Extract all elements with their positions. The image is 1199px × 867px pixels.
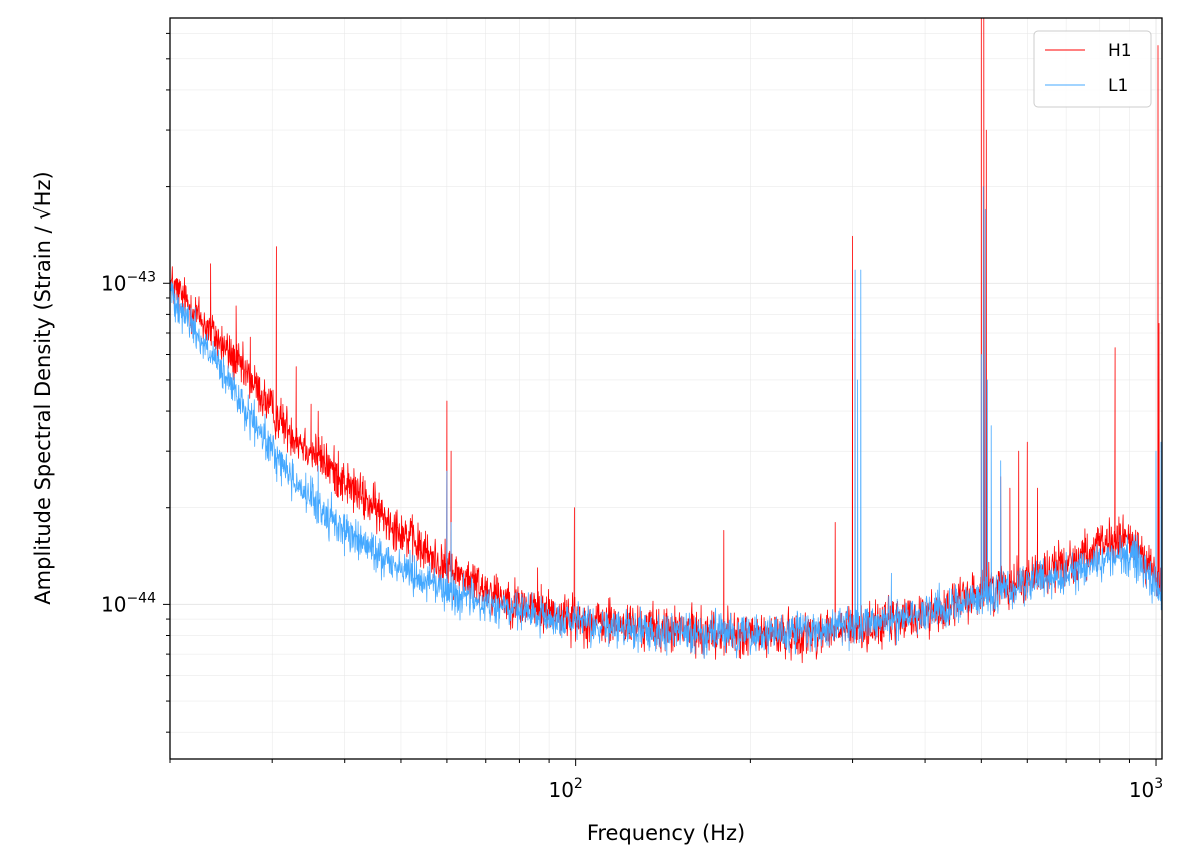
legend-label-l1: L1 — [1108, 76, 1128, 96]
legend: H1 L1 — [1033, 30, 1152, 108]
x-tick-label: 103 — [1129, 776, 1163, 802]
series-line-l1 — [170, 186, 1162, 659]
y-tick-label: 10−43 — [101, 269, 156, 295]
plot-frame — [169, 17, 1163, 760]
legend-label-h1: H1 — [1108, 41, 1132, 61]
x-tick-label: 102 — [548, 776, 582, 802]
x-axis-label: Frequency (Hz) — [587, 821, 745, 845]
plot-area — [170, 18, 1162, 759]
y-axis-label: Amplitude Spectral Density (Strain / √Hz… — [31, 171, 55, 604]
axis-ticks: 102 103 10−44 10−43 — [101, 32, 1163, 802]
legend-box — [1033, 30, 1152, 108]
series-layer — [170, 18, 1162, 664]
y-tick-label: 10−44 — [101, 590, 156, 616]
